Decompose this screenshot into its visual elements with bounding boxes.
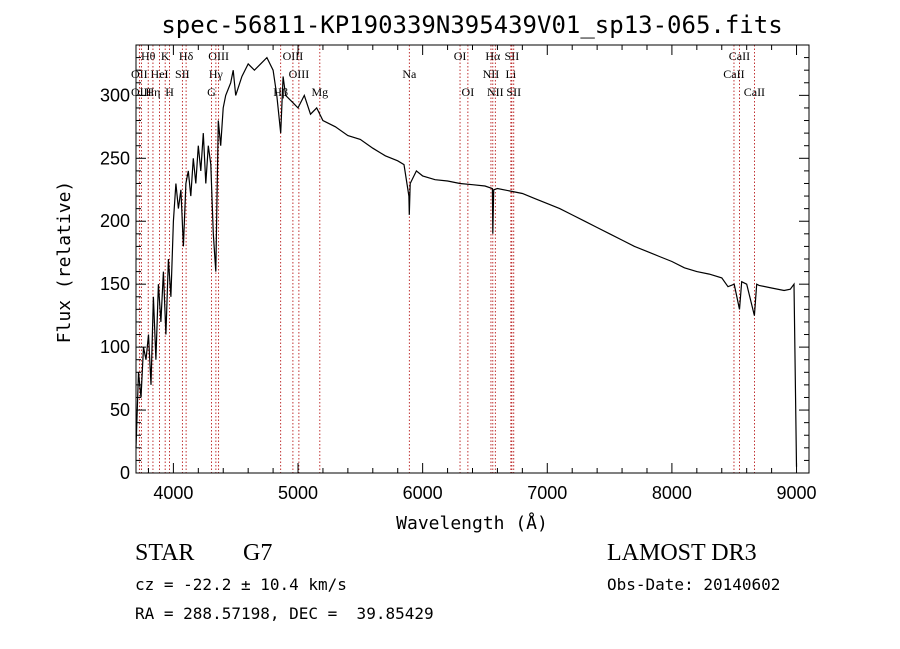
x-tick-label: 5000 xyxy=(278,483,318,503)
x-tick-label: 4000 xyxy=(153,483,193,503)
observation-date: Obs-Date: 20140602 xyxy=(607,575,781,594)
redshift-velocity: cz = -22.2 ± 10.4 km/s xyxy=(135,575,347,594)
plot-area xyxy=(135,56,798,467)
annotation-label: CaII xyxy=(723,67,744,81)
annotation-label: Hα xyxy=(485,49,501,63)
x-tick-label: 9000 xyxy=(777,483,817,503)
annotation-label: CaII xyxy=(744,85,765,99)
y-axis: 0 50 100 150 200 250 300 xyxy=(100,57,809,483)
annotation-label: Li xyxy=(506,67,517,81)
annotation-label: HeI xyxy=(151,67,169,81)
y-tick-label: 200 xyxy=(100,211,130,231)
annotation-label: OIII xyxy=(208,49,229,63)
annotation-label: SII xyxy=(506,85,521,99)
y-tick-label: 150 xyxy=(100,274,130,294)
annotation-label: OIII xyxy=(283,49,304,63)
annotation-label: Hη xyxy=(145,85,160,99)
x-tick-label: 6000 xyxy=(403,483,443,503)
annotation-label: Hθ xyxy=(141,49,156,63)
annotation-label: Mg xyxy=(311,85,328,99)
annotation-label: OIII xyxy=(289,67,310,81)
y-tick-label: 250 xyxy=(100,148,130,168)
annotation-label: CaII xyxy=(729,49,750,63)
annotation-label: OI xyxy=(462,85,475,99)
annotation-label: G xyxy=(207,85,216,99)
plot-frame xyxy=(135,44,810,474)
annotation-label: K xyxy=(161,49,170,63)
annotation-label: OII xyxy=(131,67,148,81)
annotation-label: Hδ xyxy=(179,49,194,63)
annotation-label: NII xyxy=(487,85,504,99)
coordinates: RA = 288.57198, DEC = 39.85429 xyxy=(135,604,434,623)
chart-title: spec-56811-KP190339N395439V01_sp13-065.f… xyxy=(161,11,782,39)
annotation-label: Hγ xyxy=(209,67,224,81)
y-tick-label: 100 xyxy=(100,337,130,357)
y-tick-label: 300 xyxy=(100,85,130,105)
spectrum-line xyxy=(135,56,798,467)
x-tick-label: 7000 xyxy=(527,483,567,503)
survey-label: LAMOST DR3 xyxy=(607,540,757,566)
x-axis-label: Wavelength (Å) xyxy=(396,512,548,534)
y-axis-label: Flux (relative) xyxy=(54,181,75,344)
annotation-label: Na xyxy=(402,67,417,81)
annotation-label: SII xyxy=(505,49,520,63)
subclass: G7 xyxy=(243,540,273,566)
y-tick-label: 0 xyxy=(120,463,130,483)
annotation-label: H xyxy=(165,85,174,99)
object-class: STAR xyxy=(135,540,195,566)
y-tick-label: 50 xyxy=(110,400,130,420)
annotation-label: NII xyxy=(483,67,500,81)
x-tick-label: 8000 xyxy=(652,483,692,503)
annotation-label: SII xyxy=(175,67,190,81)
annotation-label: OI xyxy=(454,49,467,63)
x-axis: 4000 5000 6000 7000 8000 9000 xyxy=(147,45,817,503)
